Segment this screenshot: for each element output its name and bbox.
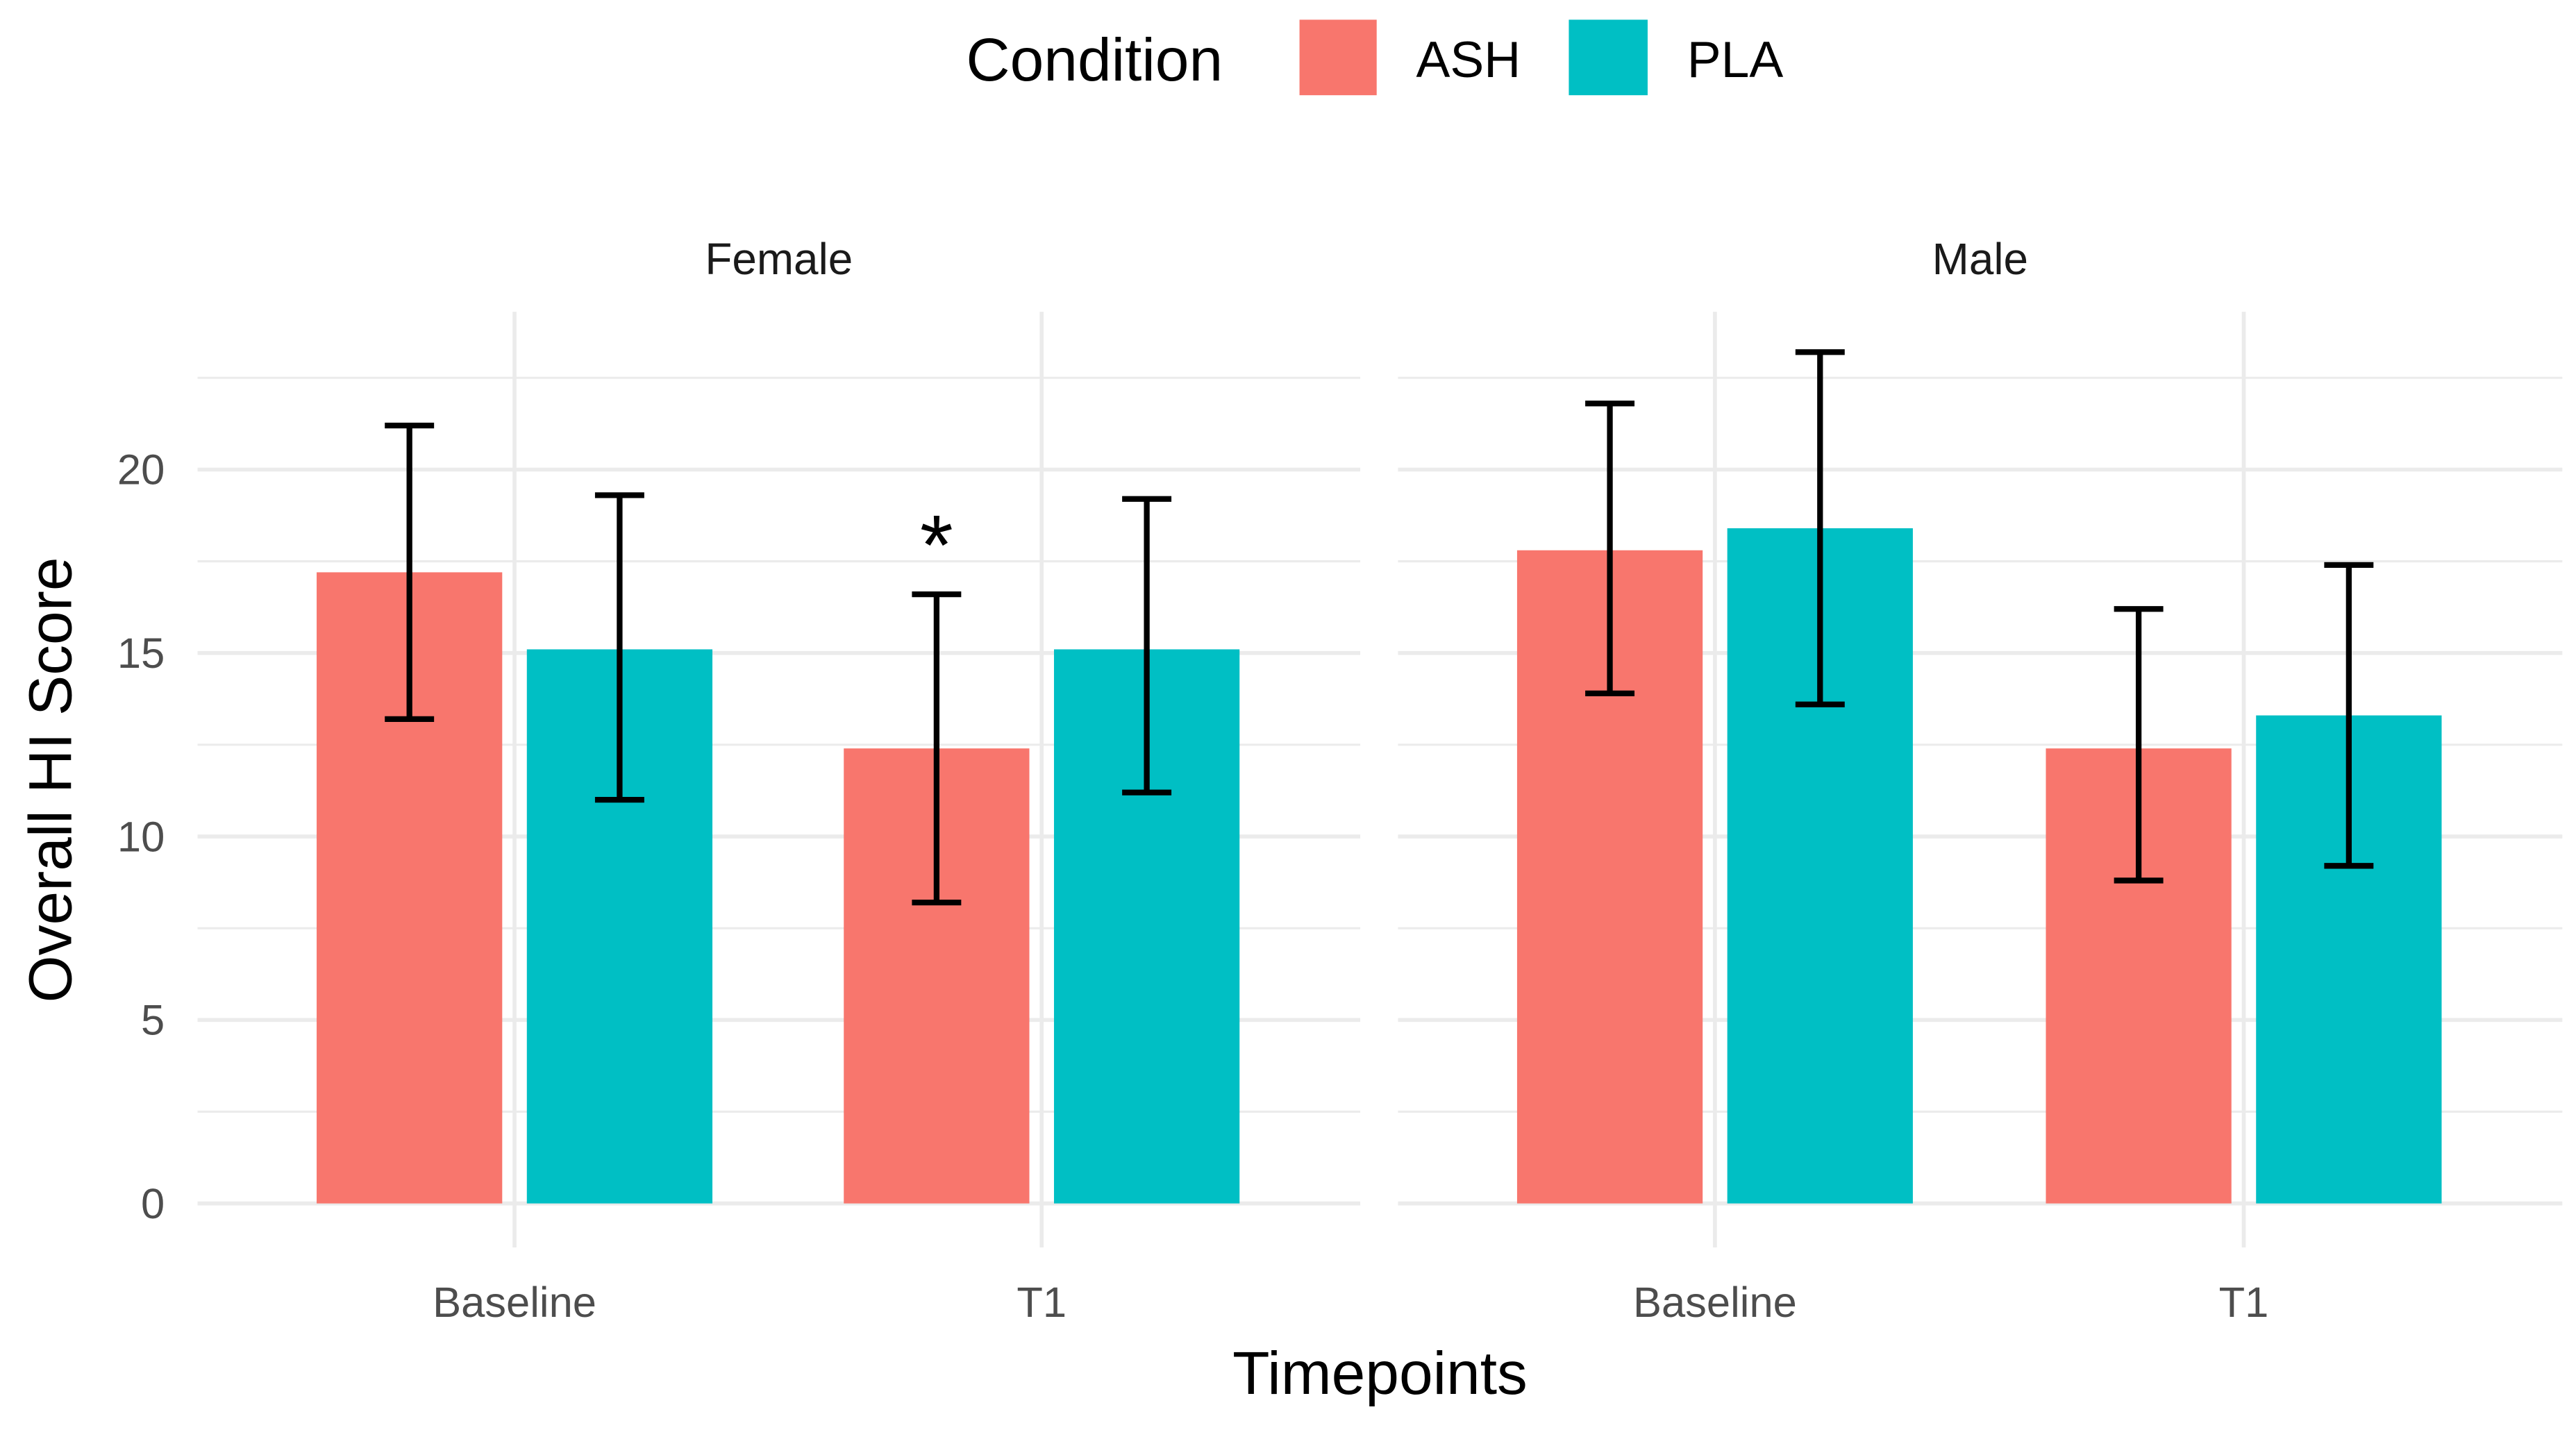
y-tick-label: 5 — [141, 997, 165, 1045]
x-tick-label: T1 — [2219, 1279, 2269, 1327]
legend-label-pla: PLA — [1687, 31, 1784, 88]
significance-asterisk: * — [920, 498, 953, 594]
facet-label-female: Female — [705, 234, 853, 284]
legend-key-ash — [1299, 19, 1377, 96]
x-tick-label: Baseline — [1633, 1279, 1797, 1327]
y-axis-title: Overall HI Score — [16, 557, 84, 1002]
legend-label-ash: ASH — [1416, 31, 1521, 88]
y-tick-label: 15 — [117, 630, 165, 678]
x-tick-label: Baseline — [433, 1279, 596, 1327]
legend: Condition ASH PLA — [966, 19, 1784, 96]
facet-label-male: Male — [1932, 234, 2028, 284]
legend-title: Condition — [966, 26, 1223, 94]
legend-key-pla — [1569, 19, 1648, 96]
y-tick-label: 0 — [141, 1180, 165, 1228]
y-tick-label: 20 — [117, 446, 165, 494]
x-axis-title: Timepoints — [1232, 1339, 1528, 1407]
x-tick-label: T1 — [1017, 1279, 1067, 1327]
y-tick-label: 10 — [117, 813, 165, 861]
